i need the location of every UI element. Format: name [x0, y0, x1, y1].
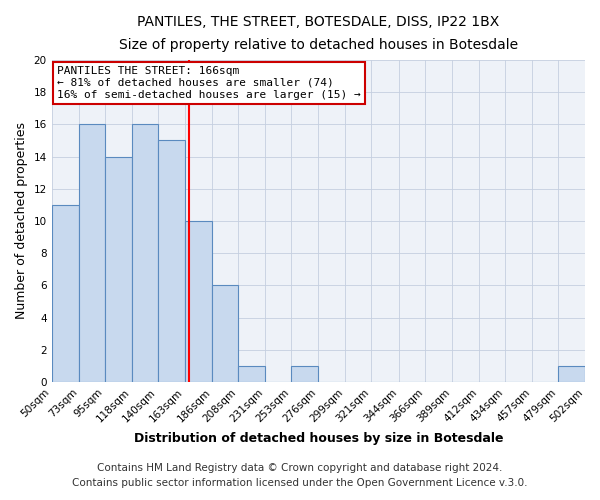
- Bar: [132, 124, 158, 382]
- Bar: [185, 221, 212, 382]
- Bar: [212, 286, 238, 382]
- Bar: [52, 205, 79, 382]
- Bar: [558, 366, 585, 382]
- Bar: [158, 140, 185, 382]
- Y-axis label: Number of detached properties: Number of detached properties: [15, 122, 28, 320]
- X-axis label: Distribution of detached houses by size in Botesdale: Distribution of detached houses by size …: [134, 432, 503, 445]
- Bar: [238, 366, 265, 382]
- Text: Contains HM Land Registry data © Crown copyright and database right 2024.
Contai: Contains HM Land Registry data © Crown c…: [72, 462, 528, 487]
- Bar: [105, 156, 132, 382]
- Text: PANTILES THE STREET: 166sqm
← 81% of detached houses are smaller (74)
16% of sem: PANTILES THE STREET: 166sqm ← 81% of det…: [57, 66, 361, 100]
- Bar: [291, 366, 319, 382]
- Title: PANTILES, THE STREET, BOTESDALE, DISS, IP22 1BX
Size of property relative to det: PANTILES, THE STREET, BOTESDALE, DISS, I…: [119, 15, 518, 52]
- Bar: [79, 124, 105, 382]
